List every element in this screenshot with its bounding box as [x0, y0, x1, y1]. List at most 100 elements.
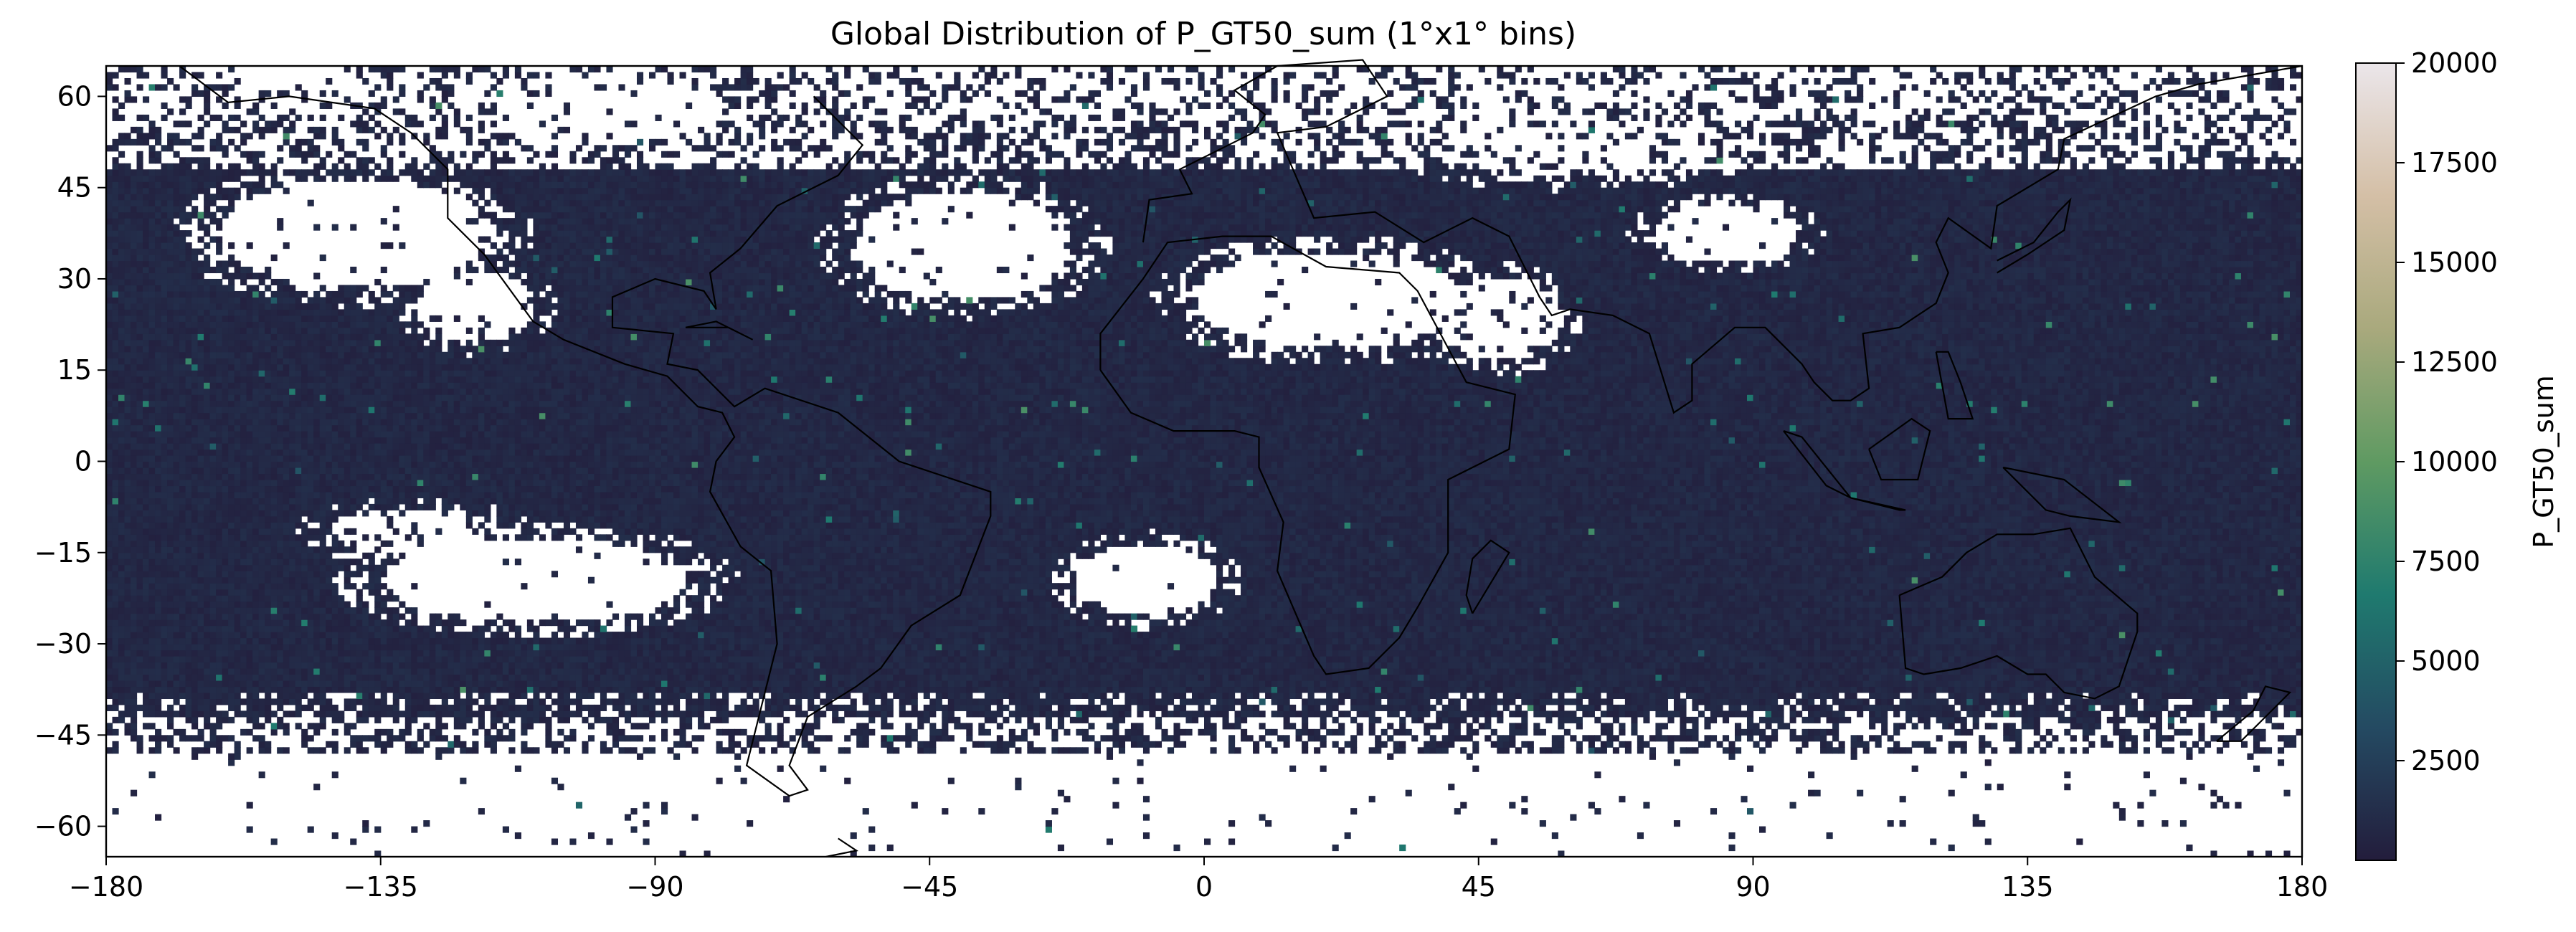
heatmap-cell: [917, 644, 924, 650]
heatmap-cell: [2192, 650, 2199, 657]
heatmap-cell: [106, 723, 113, 729]
heatmap-cell: [1814, 710, 1821, 717]
heatmap-cell: [1820, 650, 1827, 657]
heatmap-cell: [161, 650, 168, 657]
heatmap-cell: [265, 693, 271, 699]
heatmap-cell: [1332, 705, 1339, 711]
heatmap-cell: [2064, 674, 2070, 680]
heatmap-cell: [1728, 705, 1735, 711]
heatmap-cell: [344, 747, 351, 753]
heatmap-cell: [1827, 693, 1833, 699]
heatmap-cell: [1131, 662, 1137, 668]
heatmap-cell: [576, 680, 582, 687]
heatmap-cell: [2137, 717, 2144, 723]
heatmap-cell: [1460, 668, 1467, 675]
heatmap-cell: [1235, 650, 1241, 657]
heatmap-cell: [1241, 668, 1247, 675]
heatmap-cell: [204, 656, 210, 662]
heatmap-cell: [1247, 656, 1254, 662]
heatmap-cell: [686, 650, 692, 657]
heatmap-cell: [1460, 674, 1467, 680]
heatmap-cell: [1857, 650, 1863, 657]
heatmap-cell: [228, 753, 235, 760]
heatmap-cell: [1509, 662, 1515, 668]
heatmap-cell: [1912, 741, 1918, 748]
heatmap-cell: [2131, 656, 2138, 662]
heatmap-cell: [313, 680, 320, 687]
heatmap-cell: [1869, 650, 1875, 657]
heatmap-cell: [978, 662, 985, 668]
heatmap-cell: [630, 705, 637, 711]
heatmap-cell: [1418, 698, 1424, 705]
heatmap-cell: [1119, 662, 1125, 668]
heatmap-cell: [1185, 662, 1192, 668]
heatmap-cell: [1753, 656, 1760, 662]
heatmap-cell: [1308, 705, 1315, 711]
heatmap-cell: [1308, 656, 1315, 662]
heatmap-cell: [2186, 845, 2192, 851]
heatmap-cell: [1716, 705, 1723, 711]
heatmap-cell: [1533, 674, 1540, 680]
heatmap-cell: [1601, 729, 1607, 736]
heatmap-cell: [612, 741, 619, 748]
heatmap-cell: [478, 650, 485, 657]
heatmap-cell: [240, 656, 247, 662]
heatmap-cell: [167, 644, 174, 650]
heatmap-cell: [521, 650, 527, 657]
heatmap-cell: [2290, 650, 2296, 657]
heatmap-cell: [2076, 662, 2083, 668]
heatmap-cell: [1277, 674, 1284, 680]
heatmap-cell: [1845, 686, 1851, 693]
heatmap-cell: [527, 717, 534, 723]
heatmap-cell: [1662, 686, 1668, 693]
heatmap-cell: [887, 644, 894, 650]
heatmap-cell: [1802, 693, 1809, 699]
heatmap-cell: [1771, 662, 1778, 668]
heatmap-cell: [222, 698, 229, 705]
heatmap-cell: [1954, 693, 1961, 699]
heatmap-cell: [1893, 674, 1900, 680]
heatmap-cell: [155, 747, 161, 753]
heatmap-cell: [649, 650, 655, 657]
heatmap-cell: [484, 686, 491, 693]
heatmap-cell: [765, 710, 772, 717]
heatmap-cell: [1747, 674, 1753, 680]
heatmap-cell: [2088, 717, 2095, 723]
heatmap-cell: [161, 693, 168, 699]
heatmap-cell: [1302, 650, 1308, 657]
heatmap-cell: [978, 656, 985, 662]
heatmap-cell: [1771, 705, 1778, 711]
heatmap-cell: [1228, 747, 1235, 753]
heatmap-cell: [1979, 693, 1985, 699]
heatmap-cell: [1442, 693, 1449, 699]
heatmap-cell: [1588, 747, 1595, 753]
heatmap-cell: [698, 723, 704, 729]
heatmap-cell: [1930, 656, 1936, 662]
heatmap-cell: [808, 729, 814, 736]
heatmap-cell: [942, 710, 948, 717]
heatmap-cell: [1655, 686, 1662, 693]
heatmap-cell: [2088, 686, 2095, 693]
heatmap-cell: [741, 662, 747, 668]
heatmap-cell: [1107, 650, 1113, 657]
heatmap-cell: [198, 644, 204, 650]
heatmap-cell: [1259, 814, 1266, 821]
heatmap-cell: [899, 680, 906, 687]
heatmap-cell: [374, 680, 381, 687]
heatmap-cell: [1454, 686, 1461, 693]
heatmap-cell: [1149, 674, 1155, 680]
heatmap-cell: [210, 698, 217, 705]
heatmap-cell: [1588, 662, 1595, 668]
heatmap-cell: [1759, 705, 1766, 711]
heatmap-cell: [844, 735, 851, 741]
heatmap-cell: [2052, 735, 2058, 741]
heatmap-cell: [118, 644, 125, 650]
heatmap-cell: [417, 686, 424, 693]
heatmap-cell: [2003, 735, 2009, 741]
heatmap-cell: [722, 656, 729, 662]
heatmap-cell: [387, 656, 393, 662]
heatmap-cell: [2095, 656, 2101, 662]
heatmap-cell: [1674, 656, 1680, 662]
heatmap-cell: [557, 698, 564, 705]
heatmap-cell: [820, 686, 826, 693]
